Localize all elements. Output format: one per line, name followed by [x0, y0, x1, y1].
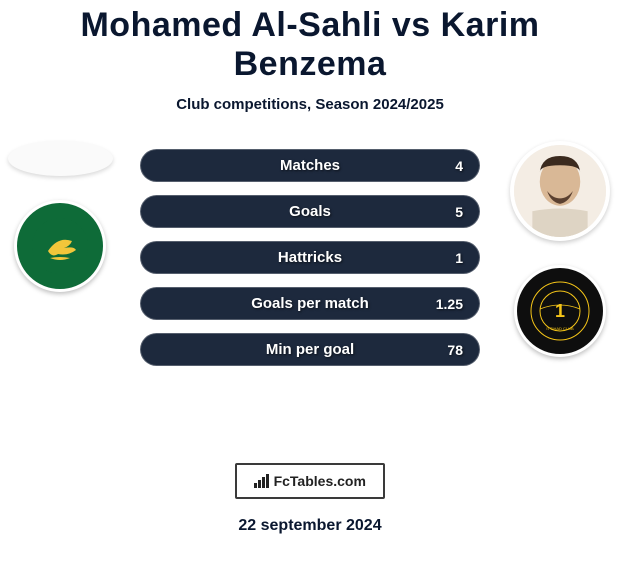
watermark: FcTables.com — [235, 463, 385, 499]
eagle-icon — [30, 216, 90, 276]
stat-row: Hattricks 1 — [140, 241, 480, 274]
date-label: 22 september 2024 — [0, 517, 620, 535]
stat-value: 1 — [455, 250, 463, 266]
stat-row: Goals 5 — [140, 195, 480, 228]
stat-label: Goals — [289, 203, 331, 220]
player-right-club-badge: 1 ITTIHAD CLUB — [514, 265, 606, 357]
ittihad-icon: 1 ITTIHAD CLUB — [528, 279, 592, 343]
player-left-club-badge — [14, 200, 106, 292]
comparison-area: 1 ITTIHAD CLUB Matches 4 Goals 5 Hattric… — [0, 141, 620, 441]
stat-value: 4 — [455, 158, 463, 174]
stat-label: Hattricks — [278, 249, 342, 266]
stat-label: Min per goal — [266, 341, 354, 358]
stat-value: 78 — [447, 342, 463, 358]
bars-icon — [254, 474, 269, 488]
subtitle: Club competitions, Season 2024/2025 — [0, 96, 620, 113]
svg-text:1: 1 — [555, 301, 565, 321]
stats-list: Matches 4 Goals 5 Hattricks 1 Goals per … — [140, 149, 480, 366]
stat-label: Matches — [280, 157, 340, 174]
player-right-avatar — [510, 141, 610, 241]
left-column — [0, 141, 120, 292]
svg-text:ITTIHAD CLUB: ITTIHAD CLUB — [546, 326, 574, 331]
player-left-avatar — [8, 141, 113, 176]
stat-row: Goals per match 1.25 — [140, 287, 480, 320]
page-title: Mohamed Al-Sahli vs Karim Benzema — [0, 0, 620, 86]
stat-row: Min per goal 78 — [140, 333, 480, 366]
stat-value: 5 — [455, 204, 463, 220]
stat-label: Goals per match — [251, 295, 369, 312]
stat-row: Matches 4 — [140, 149, 480, 182]
watermark-label: FcTables.com — [274, 473, 366, 489]
stat-value: 1.25 — [436, 296, 463, 312]
person-icon — [514, 141, 606, 241]
right-column: 1 ITTIHAD CLUB — [500, 141, 620, 357]
